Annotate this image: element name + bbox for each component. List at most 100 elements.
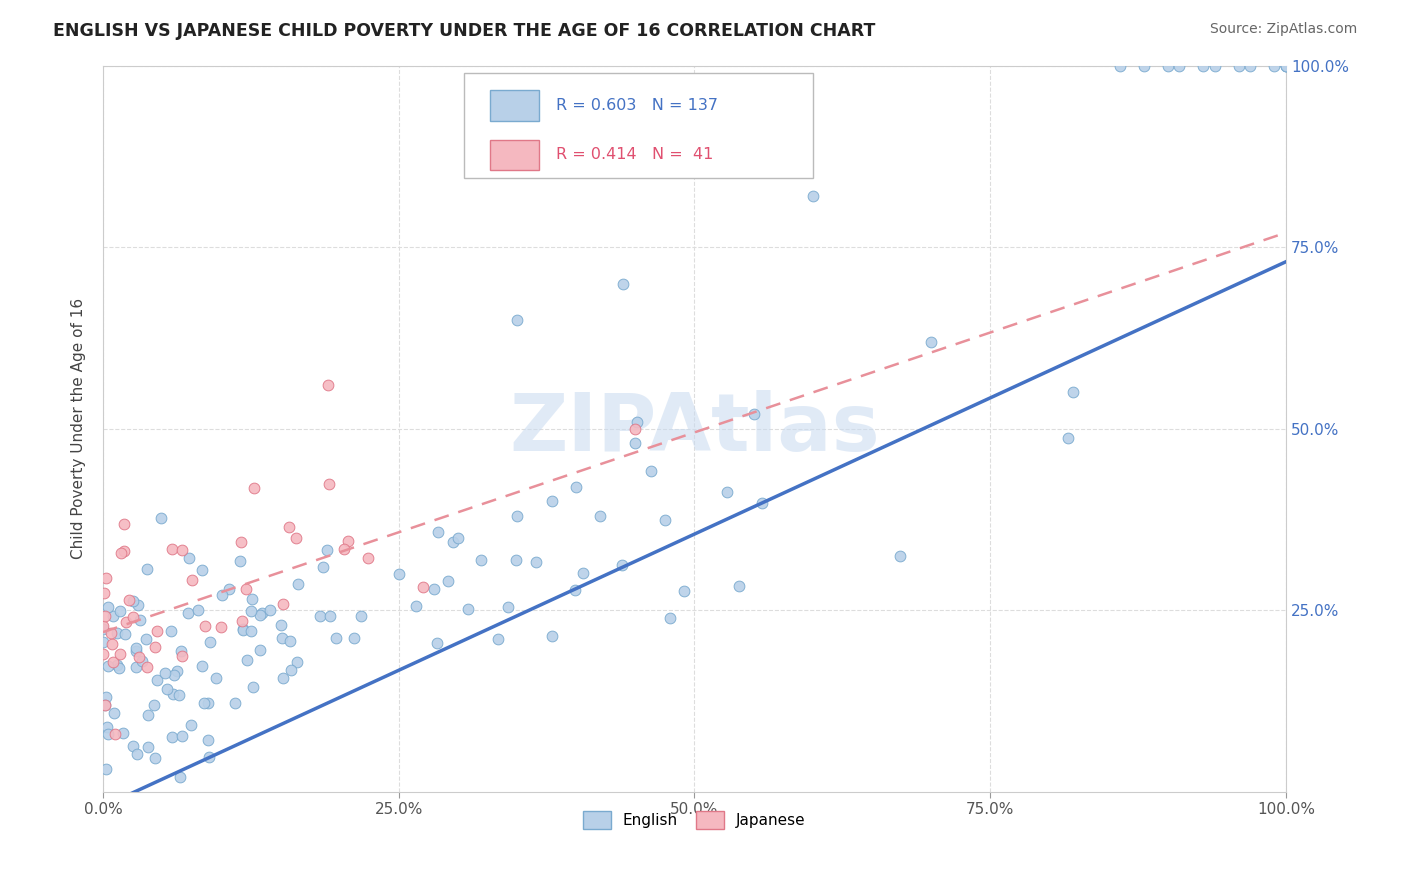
Point [270,618,292,632]
Point [319,608,342,623]
Point [136,708,159,723]
Point [325,632,347,646]
Point [309,609,332,624]
Point [801,189,824,203]
Point [437,574,460,588]
Point [142,698,165,712]
Text: ENGLISH VS JAPANESE CHILD POVERTY UNDER THE AGE OF 16 CORRELATION CHART: ENGLISH VS JAPANESE CHILD POVERTY UNDER … [53,22,876,40]
Point [163,668,186,682]
Point [242,681,264,695]
Point [186,602,208,616]
Point [423,582,446,596]
Point [259,603,281,617]
Text: R = 0.414   N =  41: R = 0.414 N = 41 [555,147,713,162]
Point [388,567,411,582]
Point [108,661,131,675]
Point [128,649,150,664]
Point [101,609,124,624]
Point [224,696,246,710]
Point [673,584,696,599]
Point [156,681,179,696]
Point [524,556,547,570]
FancyBboxPatch shape [464,73,813,178]
Point [93,623,115,637]
Point [612,277,634,291]
Point [441,534,464,549]
Point [177,551,200,566]
Point [312,560,335,574]
Point [280,663,302,677]
Point [149,511,172,525]
Point [172,543,194,558]
Point [103,706,125,720]
Point [135,632,157,647]
Point [125,660,148,674]
Point [121,739,143,754]
Point [115,615,138,629]
Point [1057,431,1080,445]
Point [112,543,135,558]
Point [100,625,122,640]
Text: Source: ZipAtlas.com: Source: ZipAtlas.com [1209,22,1357,37]
Point [271,672,294,686]
Point [426,636,449,650]
Point [1192,59,1215,73]
Point [177,606,200,620]
Point [751,496,773,510]
Point [101,637,124,651]
Point [127,598,149,612]
Point [97,727,120,741]
Point [97,659,120,673]
Point [180,573,202,587]
Point [94,690,117,705]
Point [405,599,427,614]
Point [1239,59,1261,73]
Point [315,543,337,558]
Point [249,643,271,657]
Point [108,604,131,618]
Point [172,729,194,743]
Point [91,647,114,661]
Point [105,657,128,672]
Point [125,747,148,762]
Point [716,484,738,499]
Point [1275,59,1298,73]
Point [457,601,479,615]
Point [94,570,117,584]
Point [412,580,434,594]
Point [654,513,676,527]
Point [200,634,222,648]
Point [589,508,612,523]
Point [110,647,132,661]
Point [506,508,529,523]
Point [496,600,519,615]
Point [122,609,145,624]
Text: R = 0.603   N = 137: R = 0.603 N = 137 [555,98,718,113]
Point [136,562,159,576]
Point [110,546,132,560]
Point [316,378,339,392]
Point [1156,59,1178,73]
FancyBboxPatch shape [489,140,540,170]
Point [129,613,152,627]
Point [143,751,166,765]
Point [1062,385,1084,400]
Point [121,593,143,607]
Point [159,624,181,638]
Point [610,558,633,573]
Point [727,578,749,592]
Point [565,480,588,494]
Point [541,494,564,508]
Point [232,622,254,636]
Point [96,720,118,734]
Point [231,614,253,628]
Point [166,664,188,678]
Point [540,629,562,643]
Point [1275,59,1298,73]
Point [278,520,301,534]
Point [252,606,274,620]
Point [249,608,271,623]
Point [118,593,141,607]
Point [136,740,159,755]
Point [271,597,294,611]
